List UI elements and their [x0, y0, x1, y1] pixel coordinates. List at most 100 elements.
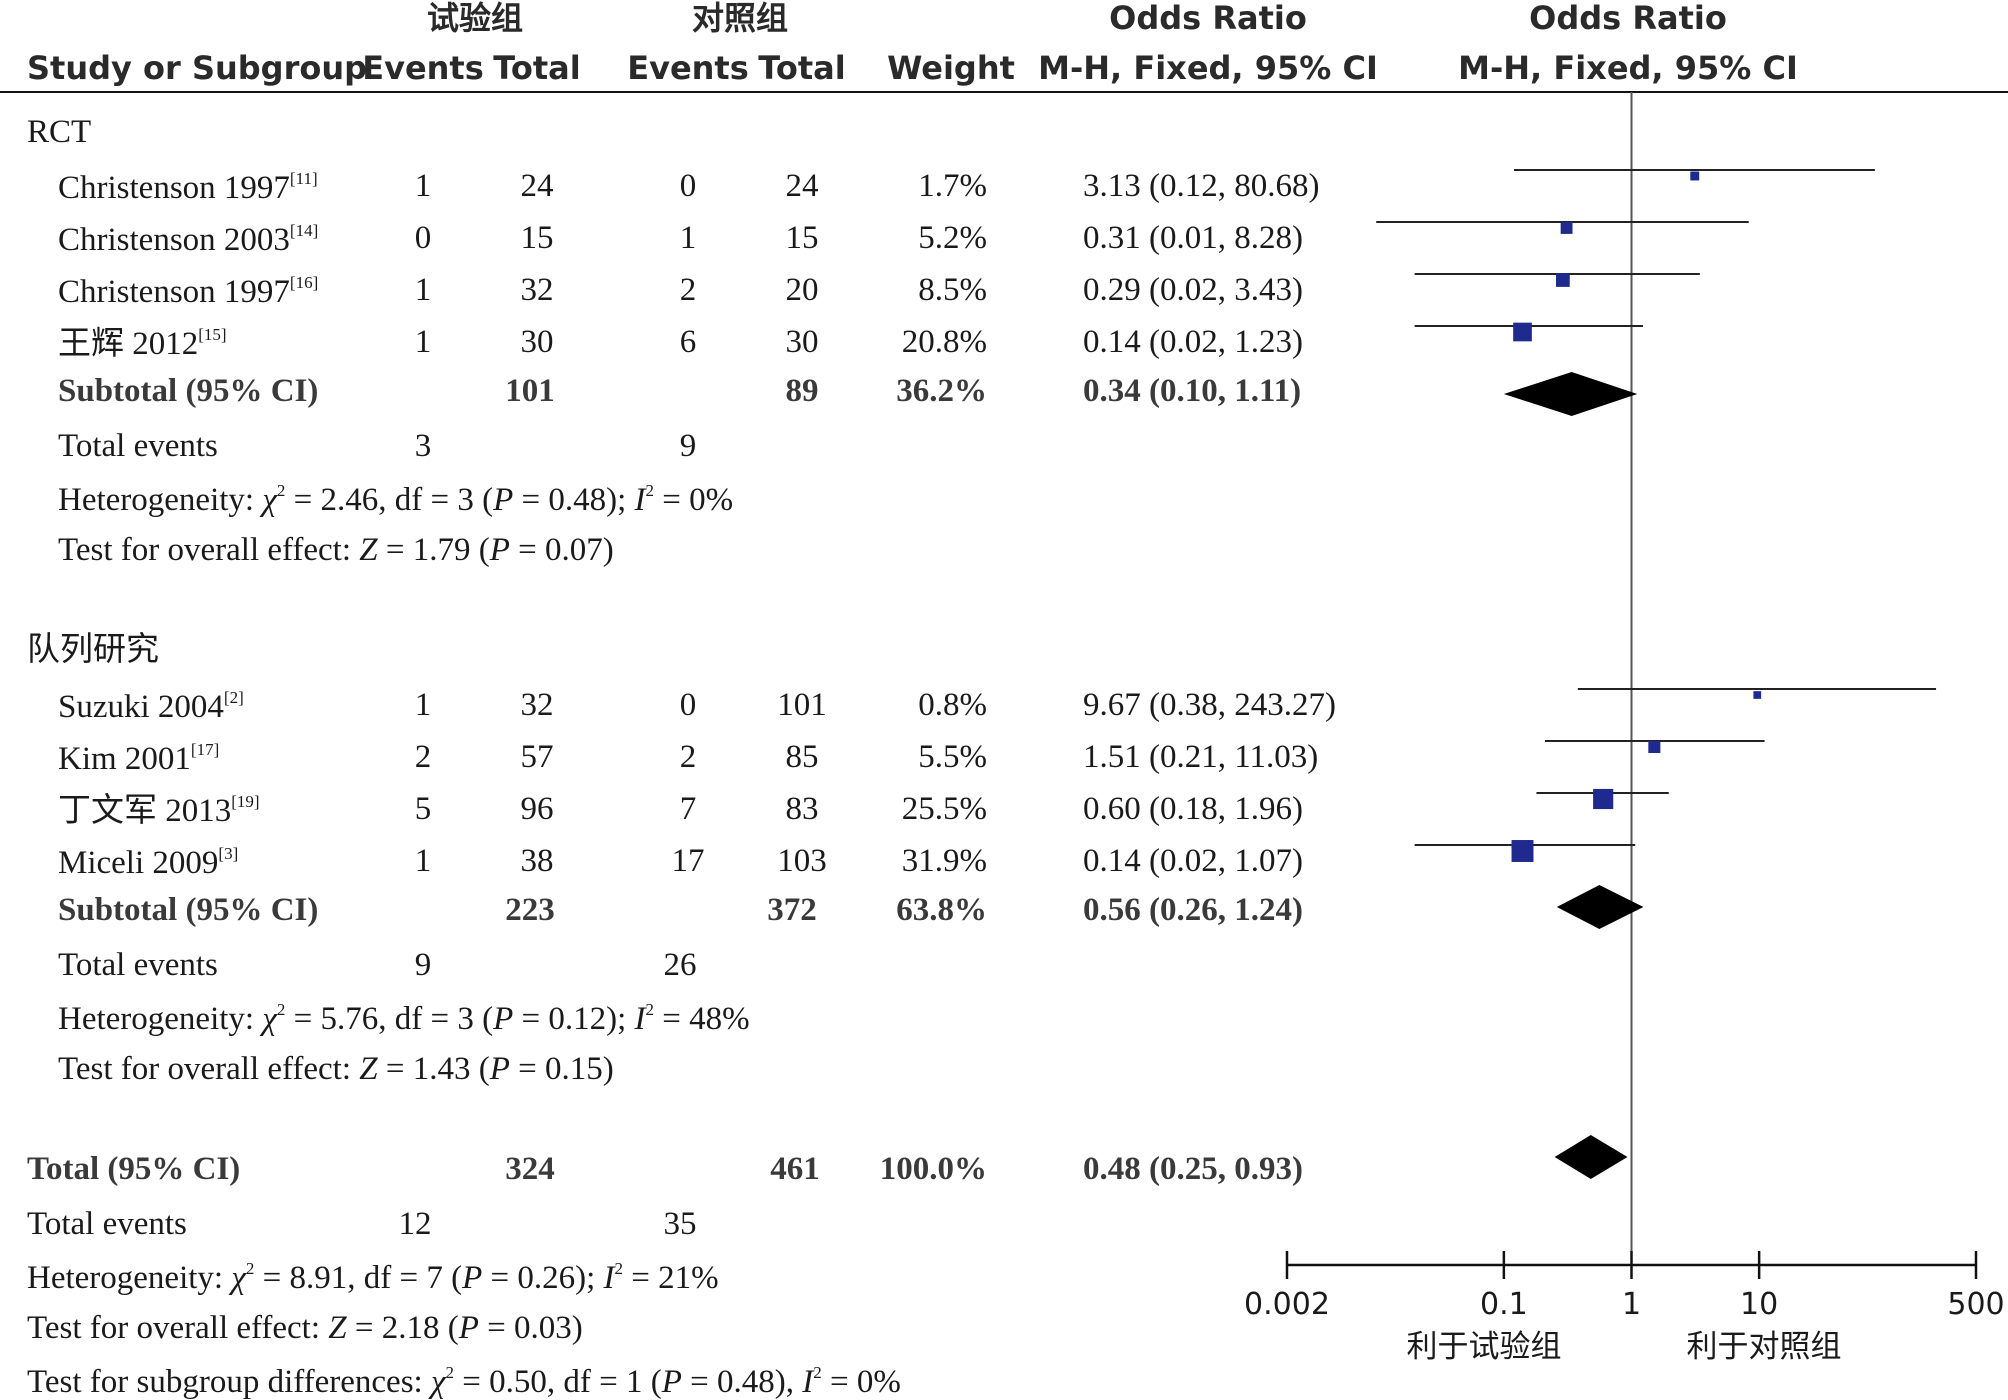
exp-total: 96	[520, 791, 554, 827]
study-name: Christenson 1997[11]	[58, 169, 318, 206]
overall-effect-stat: Test for overall effect: Z = 2.18 (P = 0…	[27, 1310, 583, 1346]
heterogeneity-stat: Heterogeneity: χ2 = 2.46, df = 3 (P = 0.…	[58, 481, 734, 518]
ctrl-events: 2	[679, 739, 697, 775]
exp-events: 1	[414, 272, 432, 308]
study-name: 丁文军 2013[19]	[58, 792, 260, 829]
subtotal-ctrl-total: 89	[785, 373, 819, 409]
study-marker	[1753, 691, 1762, 699]
control-group-header: 对照组	[691, 0, 789, 37]
exp-total: 32	[520, 272, 554, 308]
study-name: Christenson 2003[14]	[58, 221, 319, 258]
weight-value: 8.5%	[918, 272, 987, 308]
ci-method-header-left: M-H, Fixed, 95% CI	[1038, 49, 1378, 87]
exp-events: 0	[414, 220, 432, 256]
ci-method-header-right: M-H, Fixed, 95% CI	[1458, 49, 1798, 87]
subtotal-diamond	[1503, 372, 1638, 416]
subtotal-label: Subtotal (95% CI)	[58, 373, 319, 409]
weight-value: 31.9%	[901, 843, 987, 879]
study-marker	[1648, 740, 1661, 754]
total-exp-total: 324	[505, 1151, 555, 1187]
odds-ratio-header-right: Odds Ratio	[1529, 0, 1727, 37]
study-marker	[1511, 840, 1534, 862]
exp-total: 57	[520, 739, 554, 775]
ctrl-total-header: Total	[758, 49, 846, 87]
favours-experimental-label: 利于试验组	[1406, 1329, 1562, 1365]
subtotal-exp-total: 223	[505, 892, 555, 928]
study-name: Miceli 2009[3]	[58, 844, 239, 881]
ctrl-total: 85	[785, 739, 819, 775]
tick-label: 1	[1621, 1287, 1642, 1322]
exp-total: 15	[520, 220, 554, 256]
or-ci-value: 0.14 (0.02, 1.23)	[1083, 324, 1303, 360]
total-weight: 100.0%	[879, 1151, 987, 1187]
exp-total: 24	[520, 168, 554, 204]
study-marker	[1513, 322, 1532, 342]
exp-events: 5	[414, 791, 432, 827]
weight-value: 0.8%	[918, 687, 987, 723]
ctrl-total: 30	[785, 324, 819, 360]
exp-total: 38	[520, 843, 554, 879]
exp-events: 1	[414, 687, 432, 723]
ctrl-total: 83	[785, 791, 819, 827]
study-name: Suzuki 2004[2]	[58, 688, 244, 725]
ctrl-total: 24	[785, 168, 819, 204]
ctrl-events: 6	[679, 324, 697, 360]
exp-total: 30	[520, 324, 554, 360]
exp-events: 1	[414, 843, 432, 879]
total-events-ctrl: 35	[663, 1206, 697, 1242]
study-column-header: Study or Subgroup	[27, 49, 368, 87]
weight-value: 25.5%	[901, 791, 987, 827]
experimental-group-header: 试验组	[426, 0, 524, 37]
tick-label: 500	[1947, 1287, 2005, 1322]
study-marker	[1690, 171, 1700, 181]
total-events-label: Total events	[58, 428, 218, 464]
favours-control-label: 利于对照组	[1686, 1329, 1842, 1365]
exp-events: 1	[414, 324, 432, 360]
ctrl-events: 17	[671, 843, 705, 879]
tick-label: 10	[1740, 1287, 1779, 1322]
or-ci-value: 0.14 (0.02, 1.07)	[1083, 843, 1303, 879]
total-events-ctrl: 26	[663, 947, 697, 983]
or-ci-value: 0.31 (0.01, 8.28)	[1083, 220, 1303, 256]
total-events-exp: 12	[398, 1206, 432, 1242]
tick-label: 0.002	[1244, 1287, 1330, 1322]
weight-header: Weight	[887, 49, 1015, 87]
exp-events: 2	[414, 739, 432, 775]
total-events-exp: 3	[414, 428, 432, 464]
subgroup-title: 队列研究	[27, 632, 159, 668]
total-label: Total (95% CI)	[27, 1151, 241, 1187]
weight-value: 20.8%	[901, 324, 987, 360]
subtotal-weight: 36.2%	[896, 373, 987, 409]
weight-value: 5.2%	[918, 220, 987, 256]
subgroup-differences-stat: Test for subgroup differences: χ2 = 0.50…	[27, 1363, 901, 1400]
study-marker	[1556, 273, 1570, 287]
exp-events: 1	[414, 168, 432, 204]
odds-ratio-header-left: Odds Ratio	[1109, 0, 1307, 37]
total-events-label: Total events	[58, 947, 218, 983]
subtotal-or-ci: 0.56 (0.26, 1.24)	[1083, 892, 1303, 928]
ctrl-events: 0	[679, 687, 697, 723]
exp-total-header: Total	[493, 49, 581, 87]
ctrl-events: 2	[679, 272, 697, 308]
ctrl-events: 1	[679, 220, 697, 256]
study-marker	[1560, 222, 1573, 234]
subgroup-title: RCT	[27, 114, 92, 150]
or-ci-value: 0.60 (0.18, 1.96)	[1083, 791, 1303, 827]
total-events-ctrl: 9	[679, 428, 697, 464]
total-diamond	[1554, 1135, 1628, 1179]
total-or-ci: 0.48 (0.25, 0.93)	[1083, 1151, 1303, 1187]
subtotal-exp-total: 101	[505, 373, 555, 409]
subtotal-ctrl-total: 372	[767, 892, 817, 928]
study-name: Kim 2001[17]	[58, 740, 220, 777]
ctrl-total: 103	[777, 843, 827, 879]
subtotal-weight: 63.8%	[896, 892, 987, 928]
weight-value: 5.5%	[918, 739, 987, 775]
ctrl-total: 101	[777, 687, 827, 723]
study-name: 王辉 2012[15]	[58, 325, 227, 362]
subtotal-label: Subtotal (95% CI)	[58, 892, 319, 928]
or-ci-value: 3.13 (0.12, 80.68)	[1083, 168, 1320, 204]
overall-effect-stat: Test for overall effect: Z = 1.43 (P = 0…	[58, 1051, 614, 1087]
total-events-exp: 9	[414, 947, 432, 983]
